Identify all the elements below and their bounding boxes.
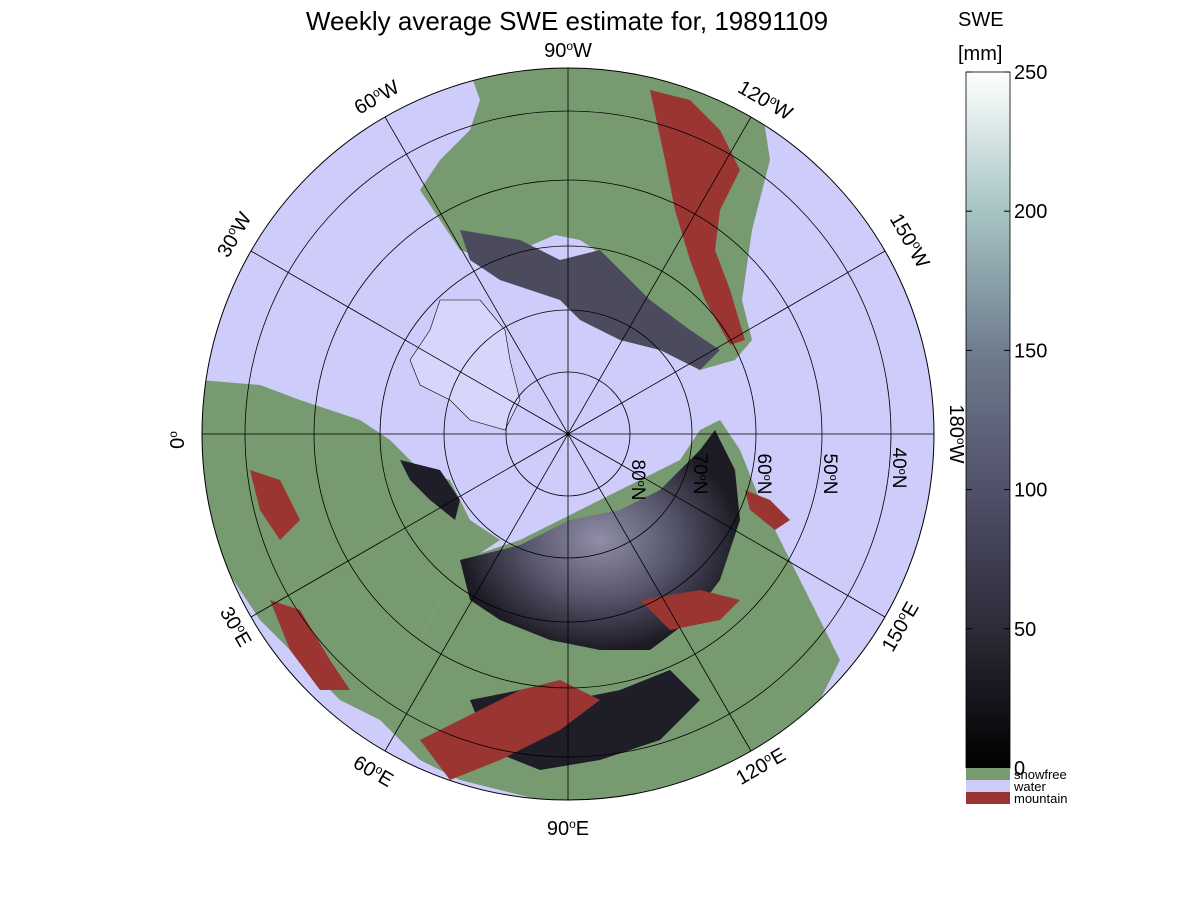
lat-label-40: 40oN bbox=[888, 448, 909, 489]
latitude-labels: 80oN 70oN 60oN 50oN 40oN bbox=[627, 448, 909, 501]
colorbar-category-swatch bbox=[966, 780, 1010, 792]
meridian-label-0: 0o bbox=[166, 431, 189, 449]
lat-label-80: 80oN bbox=[627, 460, 648, 501]
landmass-europe bbox=[202, 380, 500, 720]
lat-label-60: 60oN bbox=[753, 454, 774, 495]
mountain-central-asia bbox=[420, 680, 600, 780]
mountain-rockies bbox=[650, 90, 745, 345]
colorbar-category-label: snowfree bbox=[1014, 767, 1067, 782]
polar-map bbox=[202, 68, 934, 800]
meridian-label-150w: 150oW bbox=[885, 209, 934, 272]
colorbar-tick-label: 100 bbox=[1014, 480, 1047, 502]
meridian-label-180w: 180oW bbox=[945, 405, 968, 464]
meridian-label-90w: 90oW bbox=[544, 39, 592, 62]
colorbar-category-label: water bbox=[1013, 779, 1046, 794]
colorbar-category-swatch bbox=[966, 768, 1010, 780]
meridian-lines bbox=[202, 68, 934, 800]
colorbar-category-swatch bbox=[966, 792, 1010, 804]
meridian-label-120e: 120oE bbox=[732, 743, 790, 790]
colorbar-tick-label: 150 bbox=[1014, 340, 1047, 362]
mountain-alps bbox=[250, 470, 300, 540]
snow-cover-canada bbox=[460, 230, 720, 370]
colorbar-tick-label: 250 bbox=[1014, 62, 1047, 84]
colorbar-category-label: mountain bbox=[1014, 791, 1067, 806]
colorbar-tick-label: 200 bbox=[1014, 201, 1047, 223]
meridian-label-60e: 60oE bbox=[349, 751, 397, 792]
colorbar-tick-label: 50 bbox=[1014, 619, 1036, 641]
meridian-150 bbox=[250, 250, 886, 618]
mountain-kamchatka bbox=[745, 490, 790, 530]
colorbar-label-unit: [mm] bbox=[958, 43, 1002, 65]
map-border bbox=[201, 67, 935, 801]
mountain-siberia-east bbox=[640, 590, 740, 630]
meridian-label-90e: 90oE bbox=[547, 817, 589, 840]
colorbar: SWE [mm] 250 200 150 100 50 0 snowfreewatermo… bbox=[958, 9, 1067, 806]
colorbar-ticks: 250 200 150 100 50 0 bbox=[966, 62, 1047, 780]
map-title: Weekly average SWE estimate for, 1989110… bbox=[306, 6, 828, 36]
lat-label-50: 50oN bbox=[819, 454, 840, 495]
colorbar-gradient bbox=[965, 71, 1011, 769]
lat-label-70: 70oN bbox=[689, 454, 710, 495]
colorbar-label-swe: SWE bbox=[958, 9, 1004, 31]
mountain-caucasus bbox=[270, 600, 350, 690]
colorbar-tick-label: 0 bbox=[1014, 758, 1025, 780]
